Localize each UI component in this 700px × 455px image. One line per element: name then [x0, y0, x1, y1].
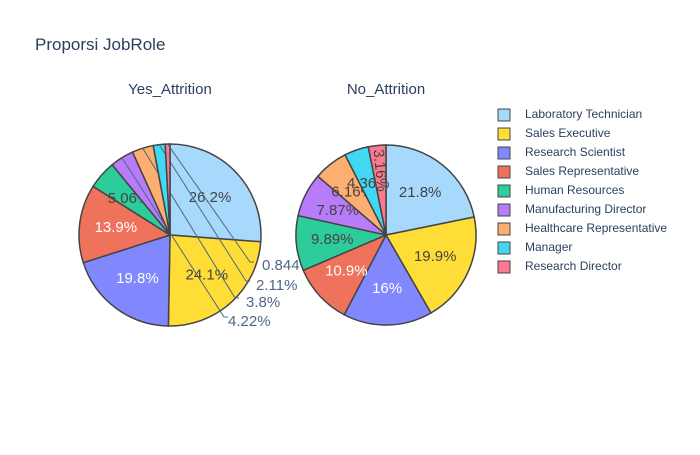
pie-slice[interactable]	[385, 144, 476, 236]
data-label: 16%	[372, 280, 402, 297]
data-label: 24.1%	[186, 266, 229, 283]
data-label: 3.8%	[246, 294, 280, 311]
legend-label: Research Director	[525, 259, 622, 273]
data-label: 2.11%	[256, 277, 297, 294]
legend-label: Manager	[525, 240, 572, 254]
legend-swatch	[497, 260, 511, 274]
legend-swatch	[497, 222, 511, 236]
legend-item[interactable]: Laboratory Technician	[497, 107, 642, 122]
data-label: 13.9%	[95, 219, 138, 236]
legend-label: Laboratory Technician	[525, 107, 642, 121]
pie-slice[interactable]	[384, 216, 477, 315]
legend-item[interactable]: Research Director	[497, 259, 622, 274]
legend-item[interactable]: Manufacturing Director	[497, 202, 646, 217]
legend-item[interactable]: Research Scientist	[497, 145, 626, 160]
legend-swatch	[497, 108, 511, 122]
legend-item[interactable]: Sales Representative	[497, 164, 639, 179]
data-label: 10.9%	[325, 263, 368, 280]
label-leader	[158, 144, 250, 282]
legend-swatch	[497, 241, 511, 255]
data-label: 21.8%	[399, 184, 442, 201]
pie-slice[interactable]	[82, 233, 171, 327]
data-label: 7.87%	[316, 202, 359, 219]
pie-2: No_Attrition 21.8% 19.9% 16%10.9% 9.89% 7.87%…	[295, 81, 477, 326]
chart-title: Proporsi JobRole	[35, 35, 165, 54]
pie-slice[interactable]	[169, 143, 262, 243]
legend-item[interactable]: Human Resources	[497, 183, 624, 198]
legend-item[interactable]: Healthcare Representative	[497, 221, 667, 236]
pie-slice[interactable]	[367, 144, 387, 236]
data-label: 9.89%	[311, 231, 354, 248]
legend-swatch	[497, 184, 511, 198]
legend-label: Healthcare Representative	[525, 221, 667, 235]
legend-label: Manufacturing Director	[525, 202, 646, 216]
label-leader	[121, 157, 228, 318]
legend[interactable]: Laboratory Technician Sales Executive Rese…	[497, 107, 667, 274]
legend-item[interactable]: Sales Executive	[497, 126, 611, 141]
data-label: 26.2%	[189, 189, 232, 206]
pie-slice[interactable]	[343, 233, 432, 326]
data-label: 19.9%	[414, 248, 457, 265]
pie-slice[interactable]	[167, 234, 262, 327]
legend-swatch	[497, 127, 511, 141]
label-leader	[142, 147, 239, 299]
legend-label: Research Scientist	[525, 145, 626, 159]
data-label: 19.8%	[116, 270, 159, 287]
pie-1: Yes_Attrition26.2%24.1%19.8%13.9%5.06%4.…	[78, 81, 313, 330]
legend-item[interactable]: Manager	[497, 240, 572, 255]
legend-swatch	[497, 203, 511, 217]
legend-label: Sales Representative	[525, 164, 639, 178]
label-leader	[167, 143, 254, 263]
data-label: 4.22%	[228, 313, 271, 330]
pie-title: Yes_Attrition	[128, 81, 212, 98]
legend-label: Human Resources	[525, 183, 624, 197]
legend-label: Sales Executive	[525, 126, 611, 140]
data-label: 3.16%	[370, 148, 391, 192]
pie-slice[interactable]	[78, 185, 172, 264]
pie-title: No_Attrition	[347, 81, 425, 98]
legend-swatch	[497, 165, 511, 179]
legend-swatch	[497, 146, 511, 160]
pies: Yes_Attrition26.2%24.1%19.8%13.9%5.06%4.…	[78, 81, 477, 330]
